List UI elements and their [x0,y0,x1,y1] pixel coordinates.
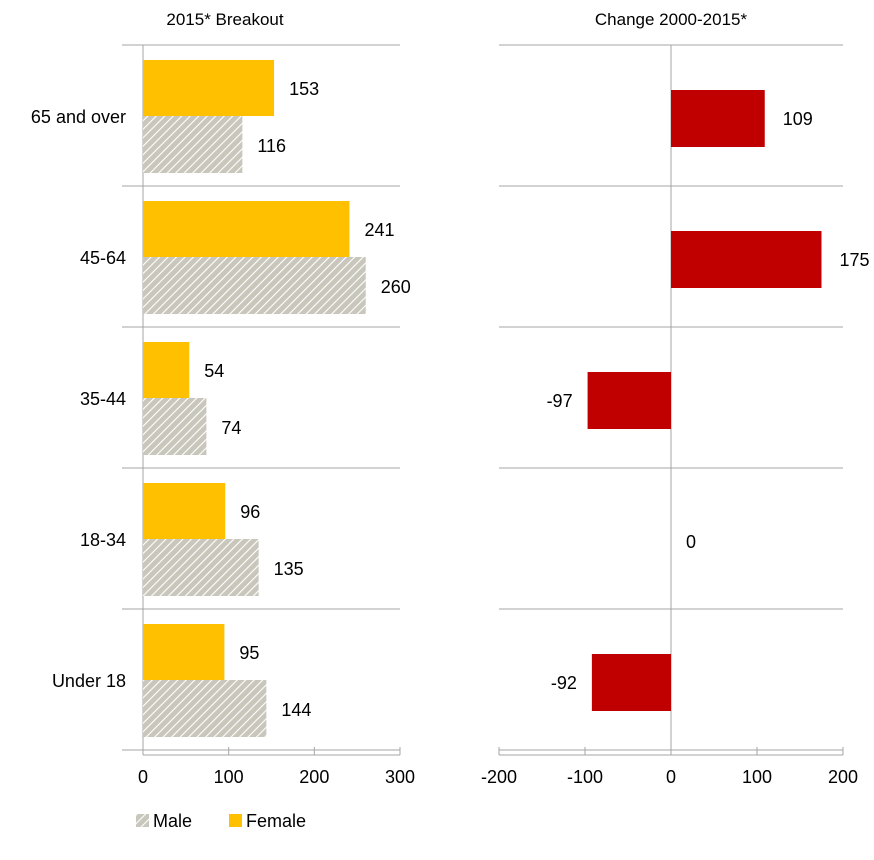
x-tick-label: -200 [481,767,517,787]
x-tick-label: 0 [666,767,676,787]
change-chart-title: Change 2000-2015* [595,10,748,29]
bar-male-65-and-over [143,116,243,173]
data-label-male-35-44: 74 [221,418,241,438]
bar-change-45-64 [671,231,822,288]
bar-male-18-34 [143,539,259,596]
data-label-change-35-44: -97 [547,391,573,411]
legend-male-label: Male [153,811,192,831]
data-label-male-45-64: 260 [381,277,411,297]
legend-female-label: Female [246,811,306,831]
data-label-male-18-34: 135 [274,559,304,579]
bar-change-under-18 [591,654,671,711]
x-tick-label: 200 [299,767,329,787]
category-label-45-64: 45-64 [80,248,126,268]
legend-male-swatch [136,814,149,827]
bar-male-45-64 [143,257,366,314]
x-tick-label: 100 [214,767,244,787]
x-tick-label: -100 [567,767,603,787]
legend-female-swatch [229,814,242,827]
bar-male-under-18 [143,680,267,737]
x-tick-label: 200 [828,767,858,787]
category-label-65-and-over: 65 and over [31,107,126,127]
bar-female-under-18 [143,624,225,680]
data-label-female-under-18: 95 [239,643,259,663]
data-label-change-18-34: 0 [686,532,696,552]
data-label-male-under-18: 144 [281,700,311,720]
data-label-female-18-34: 96 [240,502,260,522]
x-tick-label: 0 [138,767,148,787]
category-label-under-18: Under 18 [52,671,126,691]
x-tick-label: 300 [385,767,415,787]
bar-change-65-and-over [671,90,765,147]
breakout-chart-title: 2015* Breakout [166,10,283,29]
bar-female-35-44 [143,342,190,398]
breakout-chart: 2015* Breakout 153 116 65 and over 241 260 45… [31,10,415,787]
data-label-change-under-18: -92 [551,673,577,693]
bar-female-18-34 [143,483,226,539]
x-tick-label: 100 [742,767,772,787]
bar-male-35-44 [143,398,207,455]
data-label-female-65-and-over: 153 [289,79,319,99]
data-label-change-65-and-over: 109 [783,109,813,129]
category-label-18-34: 18-34 [80,530,126,550]
bar-female-45-64 [143,201,350,257]
data-label-female-35-44: 54 [204,361,224,381]
change-chart: Change 2000-2015* 109 175 -97 0 -92 -200 -100… [481,10,870,787]
bar-female-65-and-over [143,60,275,116]
data-label-change-45-64: 175 [840,250,870,270]
legend: Male Female [136,811,306,831]
category-label-35-44: 35-44 [80,389,126,409]
data-label-female-45-64: 241 [364,220,394,240]
bar-change-35-44 [587,372,671,429]
data-label-male-65-and-over: 116 [257,136,286,156]
